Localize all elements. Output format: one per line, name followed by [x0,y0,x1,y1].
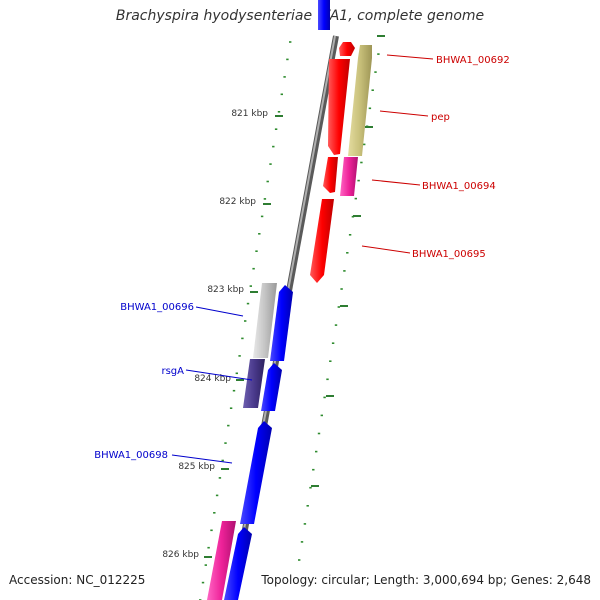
gene-bhwa1-00696-blue[interactable] [270,285,293,361]
scale-dot [377,53,380,55]
gene-rsga-blue[interactable] [261,363,282,411]
scale-dot [317,432,321,435]
scale-dot [343,270,346,272]
scale-dot [363,143,366,146]
scale-dot [320,414,323,417]
gene-bhwa1-00692-body[interactable] [328,59,350,155]
label-bhwa1-00698[interactable]: BHWA1_00698 [94,450,168,461]
scale-dot [238,355,241,357]
label-bhwa1-00696[interactable]: BHWA1_00696 [120,302,194,313]
scale-dot [266,180,269,183]
scale-dot [277,111,281,113]
scale-dot [306,505,309,507]
scale-dot [213,512,216,514]
scale-dot [210,529,213,532]
scale-dot [368,107,372,110]
scale-dot [323,396,326,399]
scale-dot [283,76,286,78]
scale-dot [300,541,304,543]
scale-dot [340,288,343,290]
scale-dot [272,145,275,148]
scale-dot [221,459,224,462]
label-bhwa1-00694[interactable]: BHWA1_00694 [422,181,496,192]
scale-dot [351,215,355,218]
scale-track-left [199,41,292,600]
reverse-genes [207,283,293,600]
scale-ticks [204,35,385,558]
scale-dot [357,179,360,182]
scale-dot [215,494,219,497]
gene-bottom-blue[interactable] [224,527,252,600]
gene-fragment-top [318,0,330,30]
scale-dot [232,389,236,392]
gene-bottom-magenta[interactable] [207,521,236,600]
scale-dot [258,233,261,235]
scale-dot [207,546,210,549]
scale-dot [260,215,264,218]
scale-dot [286,58,289,61]
label-rsga[interactable]: rsgA [161,366,184,377]
scale-dot [337,306,340,308]
scale-dot [326,378,329,381]
scale-dot [263,198,267,200]
scale-dot [244,320,247,322]
scale-labels: 821 kbp 822 kbp 823 kbp 824 kbp 825 kbp … [162,109,268,560]
scale-dot [269,163,272,165]
scale-dot [218,477,222,479]
label-bhwa1-00692[interactable]: BHWA1_00692 [436,55,510,66]
scale-label-822: 822 kbp [219,197,256,207]
scale-dot [280,93,283,96]
scale-dot [274,128,278,130]
genome-title: Brachyspira hyodysenteriae WA1, complete… [115,8,485,24]
scale-dot [255,250,258,252]
scale-dot [227,424,230,427]
scale-dot [312,468,315,471]
label-pep[interactable]: pep [431,112,450,123]
scale-dot [329,360,332,362]
gene-pep[interactable] [348,45,372,156]
scale-dot [360,161,363,164]
scale-label-825: 825 kbp [178,462,215,472]
scale-dot [298,559,301,561]
scale-dot [289,41,292,43]
scale-dot [246,302,250,305]
scale-dot [374,71,377,73]
scale-dot [346,252,349,254]
gene-bhwa1-00694-red[interactable] [323,157,338,193]
scale-dot [204,564,207,566]
scale-label-824: 824 kbp [194,374,231,384]
scale-dot [249,285,252,287]
scale-dot [229,407,233,409]
forward-genes [310,42,372,283]
accession-text: Accession: NC_012225 [9,573,146,587]
scale-label-823: 823 kbp [207,285,244,295]
scale-dot [303,523,307,525]
gene-bhwa1-00696[interactable] [253,283,277,358]
genome-summary-text: Topology: circular; Length: 3,000,694 bp… [261,573,591,587]
scale-dot [235,372,238,375]
scale-dot [241,337,244,340]
scale-dot [334,324,338,326]
gene-bhwa1-00694[interactable] [340,157,358,196]
scale-dot [252,267,255,270]
scale-label-826: 826 kbp [162,550,199,560]
gene-bhwa1-00692[interactable] [339,42,355,56]
scale-dot [331,342,335,344]
scale-dot [348,234,352,236]
scale-dot [315,450,318,453]
label-leaders [171,54,434,464]
scale-label-821: 821 kbp [231,109,268,119]
scale-dot [201,581,205,584]
gene-bhwa1-00698[interactable] [240,421,272,524]
scale-dot [309,486,312,489]
scale-dot [371,89,374,91]
scale-dot [224,442,227,444]
gene-labels: BHWA1_00692 pep BHWA1_00694 BHWA1_00695 … [94,55,510,461]
gene-rsga[interactable] [243,359,265,408]
gene-bhwa1-00695[interactable] [310,199,334,283]
scale-dot [354,197,357,200]
label-bhwa1-00695[interactable]: BHWA1_00695 [412,249,486,260]
